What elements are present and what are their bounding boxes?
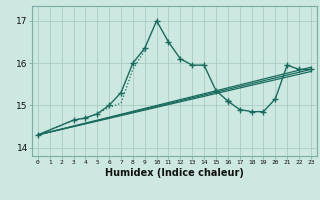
X-axis label: Humidex (Indice chaleur): Humidex (Indice chaleur) <box>105 168 244 178</box>
